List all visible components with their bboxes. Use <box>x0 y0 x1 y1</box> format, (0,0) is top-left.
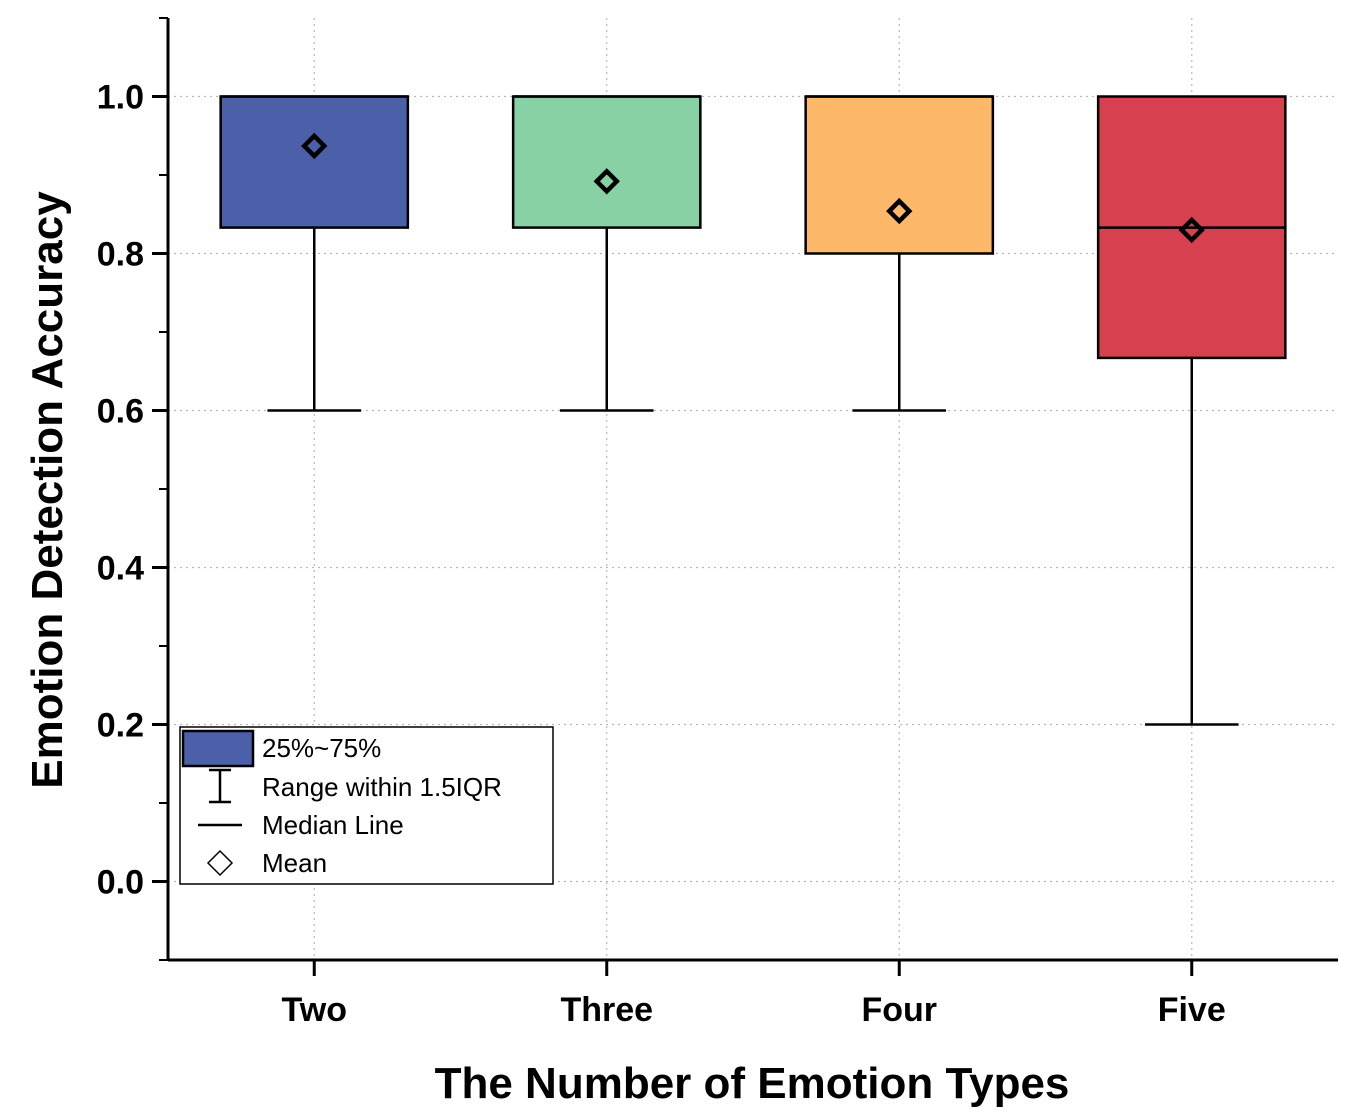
box-group-five <box>1096 95 1287 726</box>
legend-label-box: 25%~75% <box>262 733 381 763</box>
x-tick-label: Four <box>861 991 937 1029</box>
y-tick-label: 0.6 <box>97 393 144 431</box>
box-iqr <box>804 95 995 255</box>
legend-diamond-icon <box>206 849 234 877</box>
x-tick-label: Five <box>1158 991 1226 1029</box>
x-axis-title: The Number of Emotion Types <box>435 1059 1070 1108</box>
box-layer <box>219 95 1287 726</box>
y-tick-label: 0.2 <box>97 707 144 745</box>
y-axis-title: Emotion Detection Accuracy <box>23 191 72 789</box>
label-layer: The Number of Emotion Types Emotion Dete… <box>23 191 1069 1108</box>
box-group-four <box>804 95 995 412</box>
x-tick-label: Three <box>560 991 653 1029</box>
legend-box-swatch <box>181 729 255 768</box>
axis-layer: 0.0 0.2 0.4 0.6 0.8 1.0 Two Three Four Five <box>97 17 1338 1029</box>
mean-marker <box>301 132 328 160</box>
y-tick-label: 0.8 <box>97 236 144 274</box>
y-tick-label: 0.0 <box>97 864 144 902</box>
legend-label-mean: Mean <box>262 848 327 878</box>
legend-label-whisker: Range within 1.5IQR <box>262 772 502 802</box>
y-tick-label: 1.0 <box>97 79 144 117</box>
mean-marker <box>1178 216 1205 244</box>
x-tick-label: Two <box>282 991 347 1029</box>
mean-marker <box>886 197 913 225</box>
box-iqr <box>511 95 702 229</box>
box-group-three <box>511 95 702 412</box>
legend-label-median: Median Line <box>262 810 404 840</box>
box-group-two <box>219 95 410 412</box>
box-iqr <box>219 95 410 229</box>
legend-whisker-icon <box>209 768 231 804</box>
y-tick-label: 0.4 <box>97 550 144 588</box>
legend: 25%~75% Range within 1.5IQR Median Line … <box>179 726 554 885</box>
mean-marker <box>593 168 620 195</box>
